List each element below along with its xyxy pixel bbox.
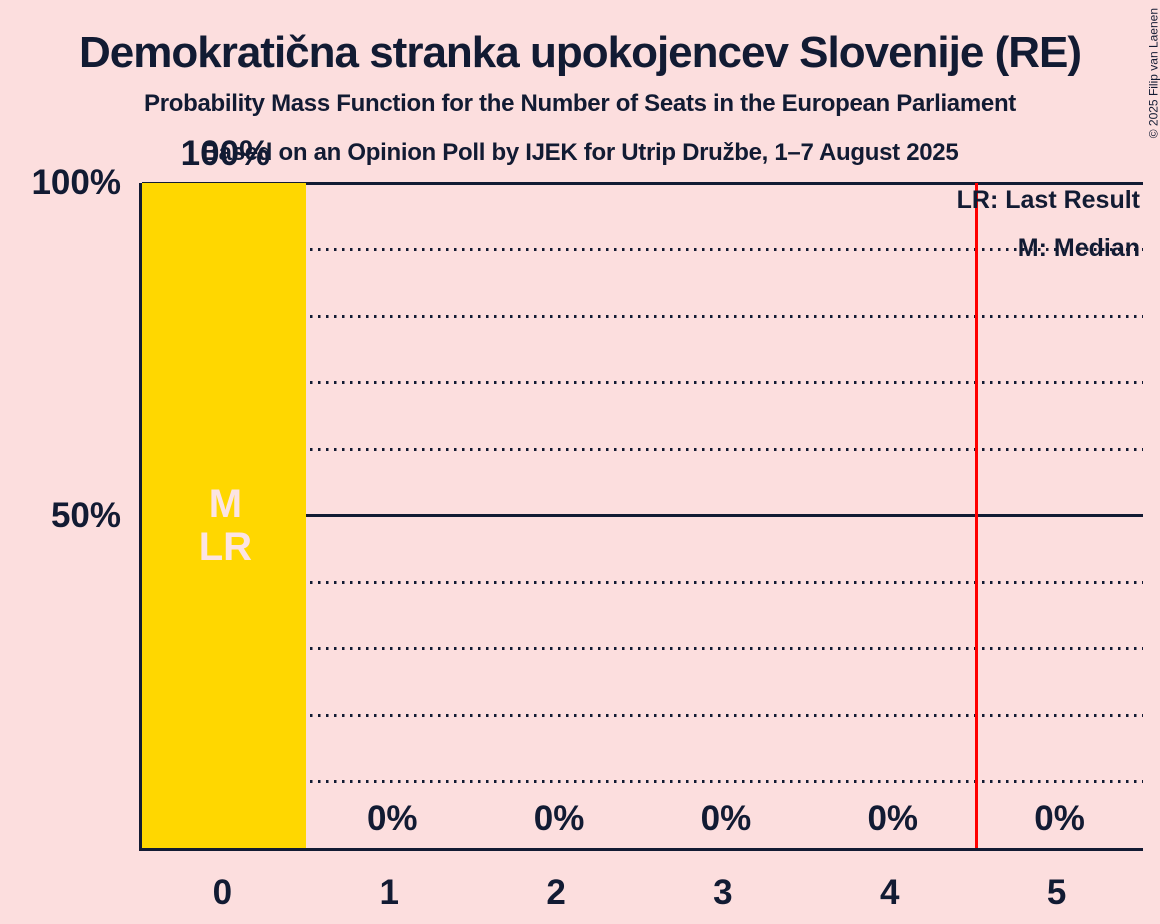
y-tick-label-50: 50% (50, 495, 121, 535)
gridline-dotted-60 (142, 447, 1143, 451)
x-tick-label-2: 2 (546, 873, 566, 912)
plot-area: 100% 0% 0% 0% 0% 0% M LR (139, 134, 1143, 851)
gridline-dotted-10 (142, 780, 1143, 783)
bar-value-label-4: 0% (867, 799, 919, 838)
x-tick-label-5: 5 (1046, 873, 1067, 912)
y-tick-label-100: 100% (31, 163, 121, 202)
copyright-notice: © 2025 Filip van Laenen (1146, 8, 1160, 139)
median-label: M (208, 482, 243, 526)
y-axis-labels: 100% 50% (0, 163, 121, 848)
gridline-dotted-40 (142, 580, 1143, 584)
red-reference-line (974, 183, 978, 848)
bar-value-label-0: 100% (180, 134, 271, 173)
gridline-dotted-30 (142, 647, 1143, 650)
bar-value-label-1: 0% (366, 799, 418, 838)
legend-last-result: LR: Last Result (956, 186, 1140, 214)
median-last-result-label: M LR (142, 483, 309, 569)
chart-poll-info: Based on an Opinion Poll by IJEK for Utr… (201, 139, 959, 166)
x-tick-label-1: 1 (379, 873, 399, 912)
gridline-dotted-20 (142, 713, 1143, 717)
gridline-dotted-70 (142, 381, 1143, 384)
gridline-dotted-80 (142, 314, 1143, 318)
x-tick-label-0: 0 (212, 873, 233, 912)
x-tick-label-3: 3 (713, 873, 733, 912)
gridline-solid-50 (142, 514, 1143, 517)
gridline-dotted-90 (142, 248, 1143, 251)
bar-seats-0 (142, 183, 306, 848)
last-result-label: LR (198, 525, 253, 569)
chart-subtitle: Probability Mass Function for the Number… (143, 90, 1016, 117)
bar-value-label-3: 0% (700, 799, 752, 838)
legend: LR: Last Result M: Median (957, 184, 1140, 264)
legend-median: M: Median (1017, 234, 1140, 262)
chart-title: Demokratična stranka upokojencev Sloveni… (78, 28, 1082, 77)
bar-value-label-5: 0% (1034, 799, 1085, 838)
gridline-solid-100 (142, 181, 1143, 185)
x-tick-label-4: 4 (880, 873, 900, 912)
bar-value-label-2: 0% (533, 799, 585, 838)
x-axis-labels: 0 1 2 3 4 5 (139, 873, 1140, 918)
